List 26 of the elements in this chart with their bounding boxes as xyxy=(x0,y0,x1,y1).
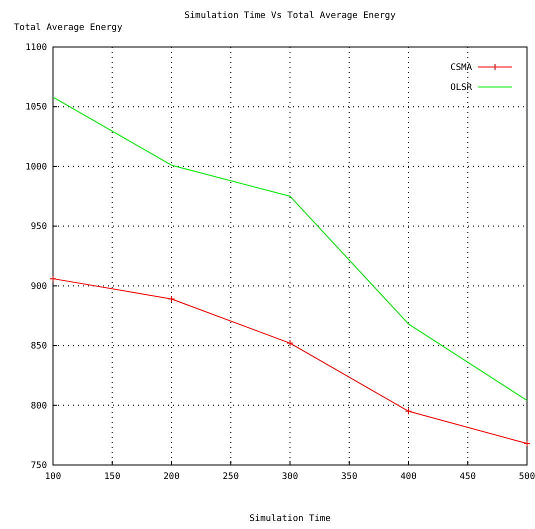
point xyxy=(405,408,412,415)
y-tick-label: 750 xyxy=(30,461,47,471)
y-tick-label: 900 xyxy=(30,282,47,292)
x-tick-label: 300 xyxy=(282,472,298,482)
y-tick-label: 850 xyxy=(30,342,47,352)
y-axis-title: Total Average Energy xyxy=(14,23,123,33)
x-tick-label: 450 xyxy=(460,472,476,482)
legend-label: CSMA xyxy=(450,63,473,73)
chart-title: Simulation Time Vs Total Average Energy xyxy=(184,11,396,21)
y-tick-label: 800 xyxy=(30,401,47,412)
x-tick-label: 100 xyxy=(44,472,62,482)
line-series xyxy=(52,96,528,402)
x-tick-label: 400 xyxy=(400,472,417,482)
x-axis-title: Simulation Time xyxy=(249,514,331,524)
x-tick-label: 250 xyxy=(222,472,239,482)
point xyxy=(168,295,175,302)
x-tick-label: 350 xyxy=(341,472,358,482)
y-tick-label: 1100 xyxy=(25,43,47,53)
y-tick-label: 1000 xyxy=(25,162,47,172)
x-tick-label: 150 xyxy=(104,472,120,482)
x-tick-label: 200 xyxy=(163,472,180,482)
x-tick-label: 500 xyxy=(518,472,535,482)
y-tick-label: 1050 xyxy=(25,102,47,113)
legend-label: OLSR xyxy=(450,83,473,93)
point xyxy=(286,340,294,347)
y-tick-label: 950 xyxy=(30,222,47,232)
